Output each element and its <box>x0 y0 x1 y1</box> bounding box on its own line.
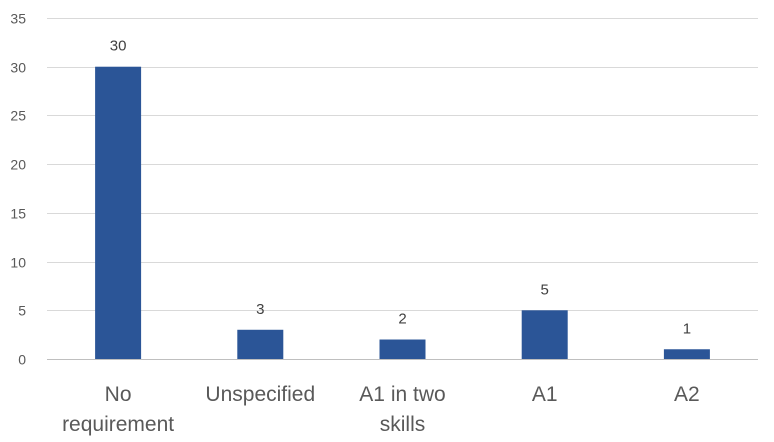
y-tick-label-10: 10 <box>10 255 26 271</box>
data-label-2: 3 <box>256 301 264 318</box>
bar-5 <box>663 349 710 359</box>
data-label-4: 5 <box>541 281 549 298</box>
y-tick-label-15: 15 <box>10 206 26 222</box>
bar-2 <box>237 329 284 359</box>
bar-4 <box>521 310 568 359</box>
grid-lines <box>47 18 758 360</box>
y-tick-label-30: 30 <box>10 60 26 76</box>
bar-1 <box>95 66 142 359</box>
data-labels: 30 3 2 5 1 <box>110 38 691 338</box>
y-tick-label-5: 5 <box>18 303 26 319</box>
category-label-1: No requirement <box>62 383 174 436</box>
y-axis-tick-labels: 0 5 10 15 20 25 30 35 <box>10 11 26 368</box>
data-label-5: 1 <box>683 320 691 337</box>
category-label-5: A2 <box>674 383 700 406</box>
y-tick-label-35: 35 <box>10 11 26 27</box>
y-tick-label-25: 25 <box>10 108 26 124</box>
x-axis-category-labels: No requirement Unspecified A1 in two skills A… <box>62 383 700 436</box>
y-tick-label-20: 20 <box>10 157 26 173</box>
bars <box>95 66 710 359</box>
category-label-3: A1 in two skills <box>359 383 445 436</box>
data-label-1: 30 <box>110 38 127 55</box>
bar-3 <box>379 339 426 359</box>
category-label-4: A1 <box>532 383 558 406</box>
category-label-2: Unspecified <box>205 383 315 406</box>
y-tick-label-0: 0 <box>18 352 26 368</box>
data-label-3: 2 <box>398 311 406 328</box>
